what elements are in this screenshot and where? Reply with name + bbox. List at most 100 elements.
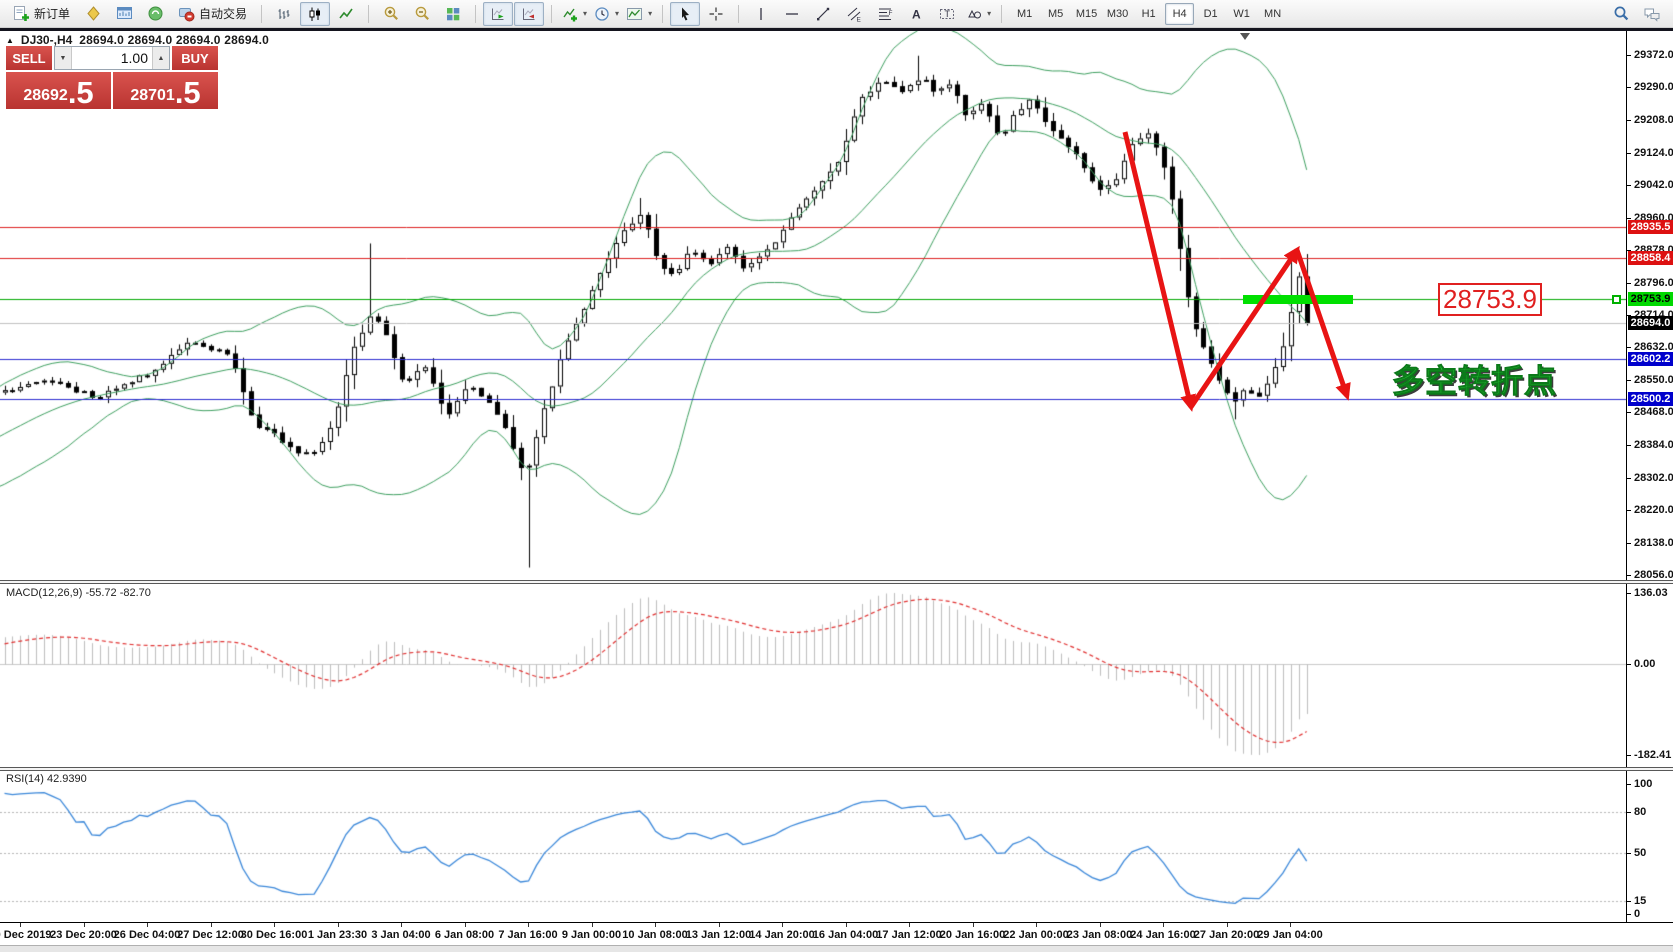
price-tick-label: 28632.0 bbox=[1627, 340, 1673, 354]
time-tick bbox=[1290, 923, 1291, 927]
fibonacci-icon: F bbox=[877, 6, 893, 22]
new-order-label: 新订单 bbox=[34, 7, 71, 21]
time-axis-label: 7 Jan 16:00 bbox=[498, 929, 558, 941]
search-icon bbox=[1613, 5, 1630, 22]
volume-decrease-button[interactable]: ▼ bbox=[55, 47, 72, 69]
channel-tool-button[interactable]: E bbox=[839, 2, 869, 26]
chart-shift-icon bbox=[521, 6, 537, 22]
timeframe-button-h4[interactable]: H4 bbox=[1165, 2, 1195, 25]
time-tick bbox=[147, 923, 148, 927]
macd-axis-label: -182.41 bbox=[1627, 748, 1671, 762]
time-tick bbox=[718, 923, 720, 927]
zoom-in-button[interactable] bbox=[376, 2, 406, 26]
price-tick-label: 28056.0 bbox=[1627, 568, 1673, 582]
support-highlight-bar[interactable] bbox=[1243, 295, 1353, 305]
panel-separator[interactable] bbox=[0, 580, 1673, 584]
timeframe-button-h1[interactable]: H1 bbox=[1141, 7, 1156, 20]
rsi-axis-label: 50 bbox=[1627, 846, 1646, 860]
periods-button[interactable]: ▾ bbox=[591, 2, 622, 26]
timeframe-button-m5[interactable]: M5 bbox=[1047, 7, 1064, 20]
panel-separator[interactable] bbox=[0, 767, 1673, 771]
time-axis-label: 24 Jan 16:00 bbox=[1130, 929, 1196, 941]
timeframe-button-w1[interactable]: W1 bbox=[1233, 7, 1250, 20]
indicators-button[interactable]: ▾ bbox=[559, 2, 590, 26]
new-order-icon bbox=[13, 5, 30, 22]
vertical-line-tool-button[interactable] bbox=[746, 2, 776, 26]
tile-windows-icon bbox=[445, 6, 461, 22]
time-axis-label: 6 Jan 08:00 bbox=[434, 929, 495, 941]
new-order-button[interactable]: 新订单 bbox=[6, 2, 77, 26]
trendline-tool-button[interactable] bbox=[808, 2, 838, 26]
buy-button[interactable]: BUY bbox=[172, 46, 218, 70]
chevron-down-icon: ▾ bbox=[987, 9, 992, 18]
chart-shift-marker[interactable] bbox=[1240, 33, 1250, 40]
vertical-line-icon bbox=[753, 6, 769, 22]
search-button[interactable] bbox=[1606, 2, 1636, 26]
rsi-axis-label: 15 bbox=[1627, 894, 1646, 908]
fibonacci-tool-button[interactable]: F bbox=[870, 2, 900, 26]
profile-button[interactable] bbox=[78, 2, 108, 26]
auto-scroll-button[interactable] bbox=[483, 1, 514, 26]
auto-trading-label: 自动交易 bbox=[199, 7, 248, 21]
time-tick bbox=[1036, 923, 1037, 927]
zoom-out-button[interactable] bbox=[407, 2, 437, 26]
timeframe-button-m1[interactable]: M1 bbox=[1016, 7, 1033, 20]
time-tick bbox=[83, 923, 85, 927]
chat-button[interactable] bbox=[1637, 2, 1667, 26]
signal-button[interactable] bbox=[140, 2, 170, 26]
bar-chart-button[interactable] bbox=[269, 2, 299, 26]
sell-button[interactable]: SELL bbox=[6, 46, 52, 70]
chat-icon bbox=[1643, 6, 1661, 22]
timeframe-button-d1[interactable]: D1 bbox=[1203, 7, 1218, 20]
svg-text:T: T bbox=[945, 9, 951, 19]
price-tick-label: 29124.0 bbox=[1627, 146, 1673, 160]
buy-price-main: 28701 bbox=[130, 87, 175, 104]
candlestick-chart-button[interactable] bbox=[300, 1, 331, 26]
crosshair-button[interactable] bbox=[701, 2, 731, 26]
time-tick bbox=[528, 923, 529, 927]
time-axis-label: 20 Dec 2019 bbox=[0, 929, 52, 941]
timeframe-button-mn[interactable]: MN bbox=[1264, 7, 1282, 20]
time-tick bbox=[972, 923, 974, 927]
rsi-axis-label: 80 bbox=[1627, 805, 1646, 819]
shapes-tool-button[interactable]: ▾ bbox=[963, 2, 994, 26]
time-tick bbox=[1226, 923, 1228, 927]
price-callout-box[interactable]: 28753.9 bbox=[1438, 283, 1542, 316]
horizontal-line-tool-button[interactable] bbox=[777, 2, 807, 26]
auto-trading-button[interactable]: 自动交易 bbox=[171, 2, 254, 26]
rsi-panel-canvas[interactable] bbox=[0, 771, 1626, 922]
text-tool-button[interactable]: A bbox=[901, 2, 931, 26]
turning-point-text[interactable]: 多空转折点 bbox=[1391, 363, 1558, 400]
macd-label: MACD(12,26,9) -55.72 -82.70 bbox=[6, 587, 151, 599]
buy-price-button[interactable]: 28701.5 bbox=[113, 72, 218, 109]
label-tool-button[interactable]: T bbox=[932, 2, 962, 26]
time-tick bbox=[909, 923, 910, 927]
volume-increase-button[interactable]: ▲ bbox=[152, 47, 169, 69]
price-chart-canvas[interactable] bbox=[0, 31, 1626, 580]
time-axis-label: 3 Jan 04:00 bbox=[371, 929, 431, 941]
rsi-axis-label: 100 bbox=[1627, 777, 1652, 791]
line-chart-button[interactable] bbox=[331, 2, 361, 26]
macd-panel-canvas[interactable] bbox=[0, 584, 1626, 767]
time-axis-label: 26 Dec 04:00 bbox=[113, 929, 181, 941]
time-tick bbox=[337, 923, 339, 927]
timeframe-button-m30[interactable]: M30 bbox=[1106, 7, 1129, 20]
chart-shift-button[interactable] bbox=[514, 1, 545, 26]
tile-windows-button[interactable] bbox=[438, 2, 468, 26]
new-chart-button[interactable] bbox=[109, 2, 139, 26]
price-axis[interactable]: 29372.0 29290.0 29208.0 29124.0 29042.0 28960… bbox=[1626, 31, 1673, 922]
volume-value[interactable]: 1.00 bbox=[120, 50, 148, 66]
price-tick-label: 29290.0 bbox=[1627, 80, 1673, 94]
collapse-icon[interactable]: ▲ bbox=[6, 35, 14, 45]
templates-button[interactable]: ▾ bbox=[623, 2, 655, 26]
time-tick bbox=[274, 923, 275, 927]
price-tick-label: 28138.0 bbox=[1627, 536, 1673, 550]
time-tick bbox=[1163, 923, 1164, 927]
cursor-button[interactable] bbox=[670, 1, 701, 26]
level-marker-square[interactable] bbox=[1612, 295, 1621, 305]
timeframe-button-m15[interactable]: M15 bbox=[1075, 7, 1098, 20]
toolbar-separator bbox=[738, 4, 740, 23]
sell-price-button[interactable]: 28692.5 bbox=[6, 72, 111, 109]
